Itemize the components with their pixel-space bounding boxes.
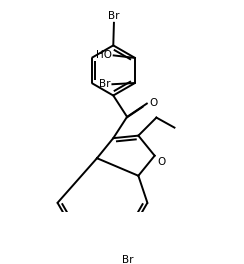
Text: Br: Br bbox=[108, 11, 120, 21]
Text: O: O bbox=[157, 157, 165, 167]
Text: HO: HO bbox=[96, 50, 112, 60]
Text: O: O bbox=[149, 98, 158, 108]
Text: Br: Br bbox=[122, 255, 133, 264]
Text: Br: Br bbox=[99, 79, 111, 89]
